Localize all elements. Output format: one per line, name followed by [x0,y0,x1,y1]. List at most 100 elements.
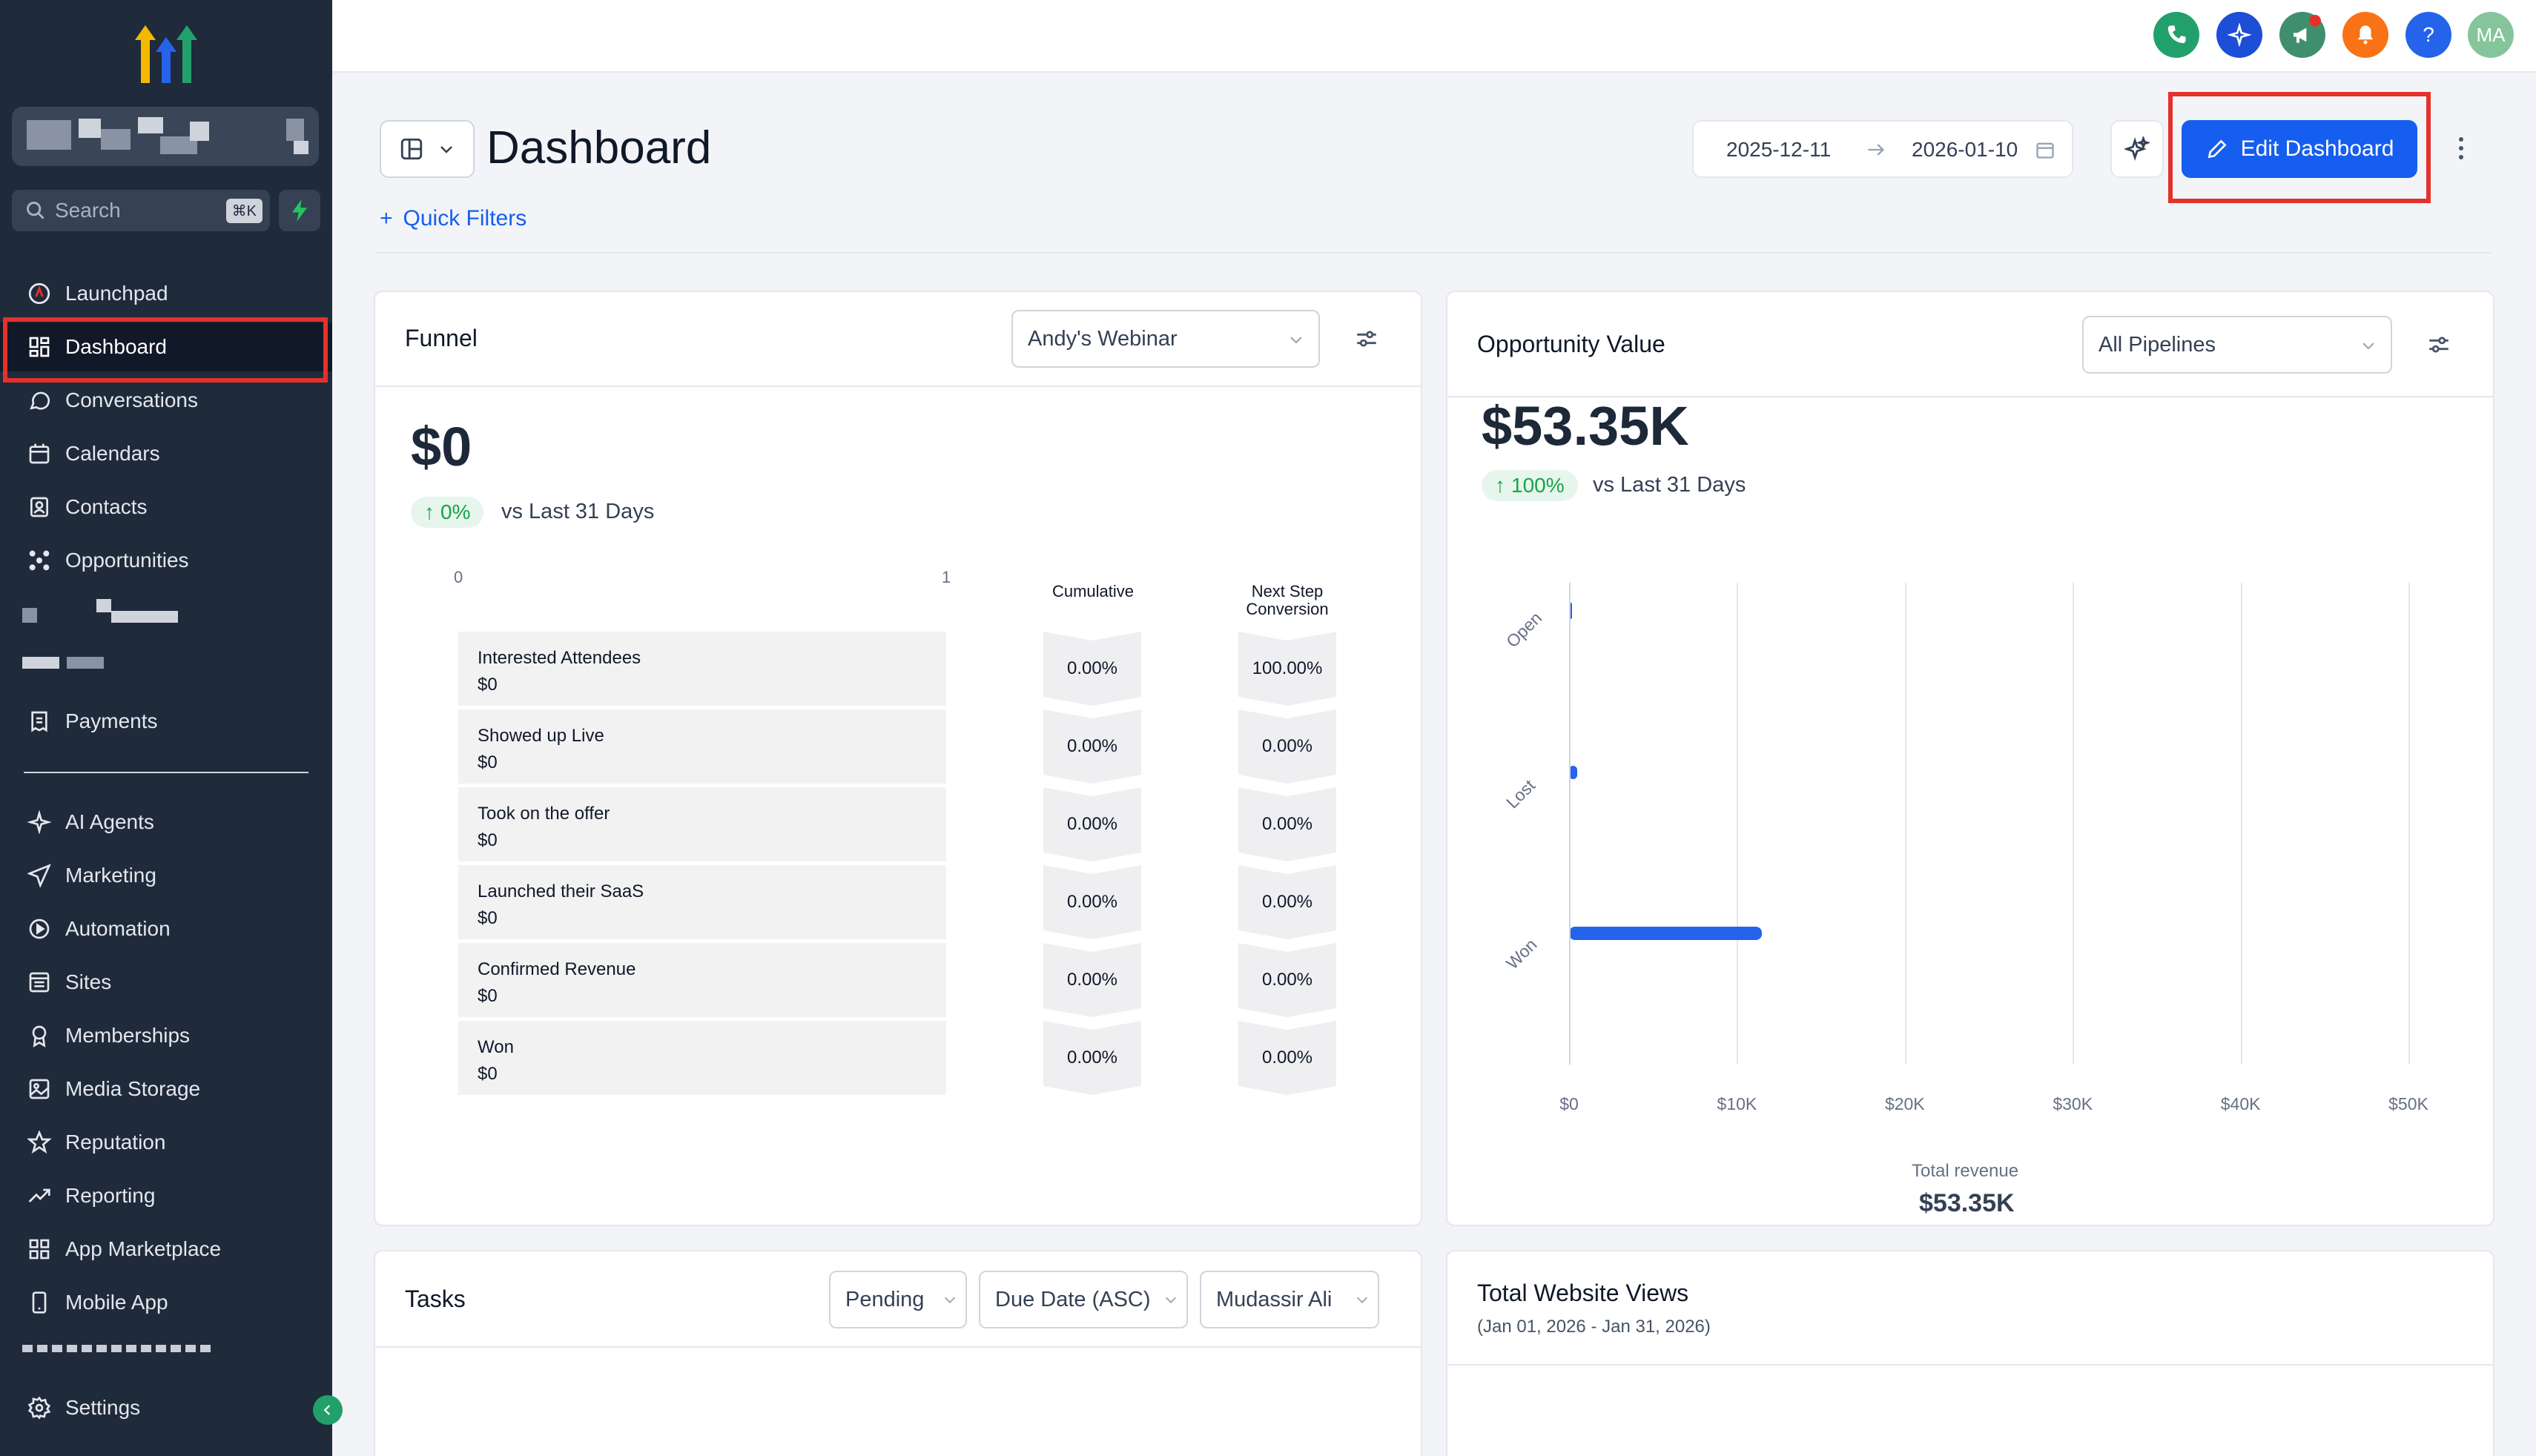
sidebar-item-settings[interactable]: Settings [0,1383,332,1432]
sidebar-item-sites[interactable]: Sites [0,958,332,1007]
funnel-stage-row[interactable]: Took on the offer $0 [458,787,946,861]
edit-dashboard-highlight [2168,92,2431,203]
notification-dot [2309,15,2321,27]
next-step-header-line1: Next Step [1251,582,1324,600]
user-avatar[interactable]: MA [2468,12,2514,58]
star-icon [25,1128,53,1156]
quick-action-button[interactable] [279,190,320,231]
sidebar-item-calendars[interactable]: Calendars [0,429,332,478]
arrow-right-icon [1868,144,1884,156]
calendar-icon [25,440,53,468]
collapse-sidebar-button[interactable] [313,1395,343,1425]
dashboard-highlight [3,317,328,383]
funnel-stage-row[interactable]: Interested Attendees $0 [458,632,946,706]
sidebar-item-launchpad[interactable]: Launchpad [0,269,332,318]
chart-gridline [2073,583,2075,1065]
next-step-cell: 0.00% [1238,943,1336,1017]
sidebar-item-media-storage[interactable]: Media Storage [0,1065,332,1113]
funnel-change-badge: ↑ 0% [411,497,484,528]
sidebar-item-label: Dashboard [65,335,167,358]
quick-filters-label: Quick Filters [403,206,527,231]
sidebar-item-label: Opportunities [65,549,189,572]
sidebar-item-reporting[interactable]: Reporting [0,1171,332,1220]
phone-icon [2167,25,2186,44]
launchpad-icon [25,279,53,308]
notifications-button[interactable] [2342,12,2388,58]
sliders-icon[interactable] [1354,326,1379,351]
sidebar-item-opportunities[interactable]: Opportunities [0,536,332,585]
arrow-up-icon: ↑ [424,500,435,523]
chart-x-tick-label: $0 [1559,1094,1579,1113]
stage-value: $0 [478,830,498,850]
sidebar-item-marketing[interactable]: Marketing [0,851,332,900]
quick-filters-link[interactable]: + Quick Filters [380,206,526,231]
sidebar: Search ⌘K Launchpad Dashboard Conversati… [0,0,343,1456]
pipeline-select[interactable]: All Pipelines [2082,316,2392,374]
opportunity-total: $53.35K [1482,395,1689,457]
date-range-picker[interactable]: 2025-12-11 2026-01-10 [1692,120,2073,178]
chart-bar-open[interactable] [1569,603,1572,620]
sliders-icon[interactable] [2426,332,2451,357]
page-title: Dashboard [486,122,712,173]
chevron-down-icon [1165,1297,1177,1303]
chart-bar-lost[interactable] [1569,766,1578,779]
sidebar-item-automation[interactable]: Automation [0,904,332,953]
redacted-nav-item[interactable] [22,652,171,675]
sidebar-item-label: Calendars [65,442,160,465]
arrow-up-icon: ↑ [1495,474,1505,497]
funnel-select[interactable]: Andy's Webinar [1011,310,1320,368]
funnel-total: $0 [411,416,472,477]
sidebar-item-ai-agents[interactable]: AI Agents [0,798,332,847]
task-status-select[interactable]: Pending [829,1271,967,1328]
chart-bar-won[interactable] [1569,926,1763,940]
phone-button[interactable] [2153,12,2199,58]
funnel-stage-row[interactable]: Launched their SaaS $0 [458,865,946,939]
sidebar-item-label: Sites [65,970,112,993]
sidebar-item-label: Launchpad [65,282,168,305]
sidebar-divider [24,772,308,773]
task-sort-select[interactable]: Due Date (ASC) [979,1271,1188,1328]
sidebar-item-label: Reputation [65,1131,166,1154]
task-user-select[interactable]: Mudassir Ali [1200,1271,1379,1328]
announcements-button[interactable] [2279,12,2325,58]
sidebar-item-payments[interactable]: Payments [0,697,332,746]
stage-value: $0 [478,752,498,772]
chart-x-tick-label: $50K [2388,1094,2428,1113]
search-shortcut: ⌘K [225,199,262,223]
payments-icon [25,707,53,735]
task-user-value: Mudassir Ali [1216,1287,1333,1311]
stage-value: $0 [478,908,498,928]
sidebar-item-memberships[interactable]: Memberships [0,1011,332,1060]
search-placeholder: Search [55,199,121,222]
sidebar-item-label: Reporting [65,1184,156,1207]
search-input[interactable]: Search ⌘K [12,190,270,231]
sidebar-item-label: Conversations [65,388,198,411]
account-switcher[interactable] [12,107,319,166]
sidebar-item-mobile-app[interactable]: Mobile App [0,1278,332,1327]
redacted-nav-item[interactable] [22,599,178,629]
layout-toggle-button[interactable] [380,120,475,178]
sidebar-item-app-marketplace[interactable]: App Marketplace [0,1225,332,1274]
help-button[interactable]: ? [2405,12,2451,58]
funnel-stage-row[interactable]: Won $0 [458,1021,946,1095]
sidebar-item-dashboard[interactable]: Dashboard [0,322,332,371]
funnel-stage-row[interactable]: Showed up Live $0 [458,709,946,784]
app-logo[interactable] [129,19,203,85]
funnel-stage-row[interactable]: Confirmed Revenue $0 [458,943,946,1017]
ai-assistant-button[interactable] [2216,12,2262,58]
contacts-icon [25,493,53,521]
header-divider [375,252,2492,254]
cumulative-header: Cumulative [1051,582,1135,600]
chart-gridline [2240,583,2242,1065]
chart-gridline [2408,583,2410,1065]
ai-insights-button[interactable] [2110,120,2164,178]
image-icon [25,1075,53,1103]
sidebar-item-conversations[interactable]: Conversations [0,376,332,425]
avatar-initials: MA [2476,23,2506,46]
sidebar-item-reputation[interactable]: Reputation [0,1118,332,1167]
next-step-header-line2: Conversion [1246,600,1329,618]
funnel-title: Funnel [405,325,478,351]
edit-dashboard-button[interactable]: Edit Dashboard [2182,120,2417,178]
more-options-button[interactable] [2450,126,2472,171]
sidebar-item-contacts[interactable]: Contacts [0,483,332,532]
